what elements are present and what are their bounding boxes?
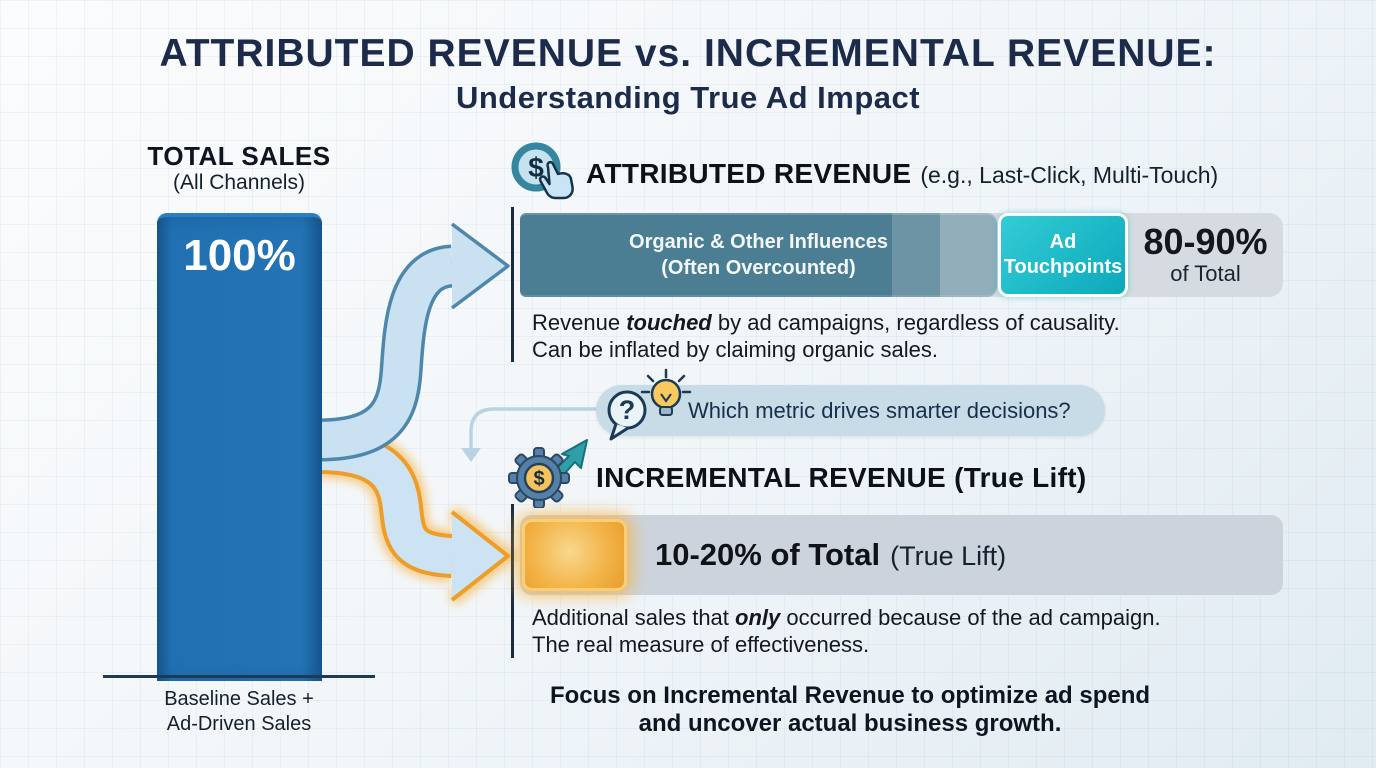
footer-line2: and uncover actual business growth.	[638, 710, 1062, 737]
lightbulb-icon	[640, 368, 692, 416]
total-sales-bar-value: 100%	[183, 231, 296, 280]
question-mark-glyph: ?	[619, 395, 636, 425]
attributed-bar: Organic & Other Influences (Often Overco…	[520, 213, 1283, 297]
question-mark-bubble-icon: ?	[607, 390, 647, 441]
baseline-label-line1: Baseline Sales +	[164, 688, 314, 710]
incremental-flow-arrow	[317, 426, 520, 606]
incremental-description: Additional sales that only occurred beca…	[532, 604, 1222, 658]
incremental-value-row: 10-20% of Total (True Lift)	[655, 537, 1006, 573]
attributed-share-unit: of Total	[1170, 261, 1241, 286]
organic-label-line2: (Often Overcounted)	[661, 257, 856, 279]
dollar-glyph: $	[533, 468, 544, 490]
incremental-bar: 10-20% of Total (True Lift)	[520, 515, 1283, 595]
ad-touchpoints-line2: Touchpoints	[1003, 256, 1123, 278]
axis-line	[103, 675, 375, 678]
attributed-heading: ATTRIBUTED REVENUE	[586, 158, 912, 189]
total-sales-sublabel: (All Channels)	[173, 171, 305, 194]
incremental-left-rule	[511, 504, 514, 658]
coin-click-icon: $	[511, 142, 574, 200]
incremental-heading-row: INCREMENTAL REVENUE (True Lift)	[596, 462, 1087, 494]
attributed-share-value: 80-90%	[1143, 221, 1268, 262]
total-sales-label: TOTAL SALES	[147, 141, 331, 171]
incremental-value-note: (True Lift)	[890, 541, 1007, 571]
ad-touchpoints-line1: Ad	[1049, 231, 1077, 253]
baseline-label-line2: Ad-Driven Sales	[166, 713, 312, 735]
attributed-desc-line1: Revenue touched by ad campaigns, regardl…	[532, 310, 1120, 335]
footer-line1: Focus on Incremental Revenue to optimize…	[549, 682, 1151, 709]
true-lift-segment	[522, 519, 627, 591]
click-hand-icon	[538, 160, 574, 200]
attributed-flow-arrow	[317, 222, 510, 462]
dollar-glyph: $	[528, 152, 544, 183]
organic-segment: Organic & Other Influences (Often Overco…	[520, 213, 997, 297]
attributed-share-box: 80-90% of Total	[1128, 213, 1283, 297]
question-text: Which metric drives smarter decisions?	[688, 397, 1071, 423]
ad-touchpoints-segment: Ad Touchpoints	[998, 213, 1128, 297]
attributed-heading-row: ATTRIBUTED REVENUE (e.g., Last-Click, Mu…	[586, 158, 1218, 190]
incremental-desc-line2: The real measure of effectiveness.	[532, 632, 870, 657]
attributed-description: Revenue touched by ad campaigns, regardl…	[532, 309, 1222, 363]
total-sales-bar: 100%	[157, 213, 322, 681]
incremental-value: 10-20% of Total	[655, 537, 881, 572]
attributed-left-rule	[511, 207, 514, 362]
gear-icon: $	[508, 447, 570, 508]
attributed-heading-note: (e.g., Last-Click, Multi-Touch)	[920, 162, 1219, 188]
footer-takeaway: Focus on Incremental Revenue to optimize…	[440, 682, 1260, 738]
page-title: ATTRIBUTED REVENUE vs. INCREMENTAL REVEN…	[159, 32, 1217, 75]
incremental-heading: INCREMENTAL REVENUE (True Lift)	[596, 462, 1087, 493]
baseline-label: Baseline Sales + Ad-Driven Sales	[99, 687, 379, 737]
attributed-desc-line2: Can be inflated by claiming organic sale…	[532, 337, 939, 362]
page-subtitle: Understanding True Ad Impact	[455, 80, 921, 115]
organic-label-line1: Organic & Other Influences	[629, 231, 888, 253]
gear-dollar-growth-icon: $	[508, 439, 588, 508]
question-lightbulb-icon: ?	[607, 368, 692, 441]
incremental-desc-line1: Additional sales that only occurred beca…	[532, 605, 1161, 630]
